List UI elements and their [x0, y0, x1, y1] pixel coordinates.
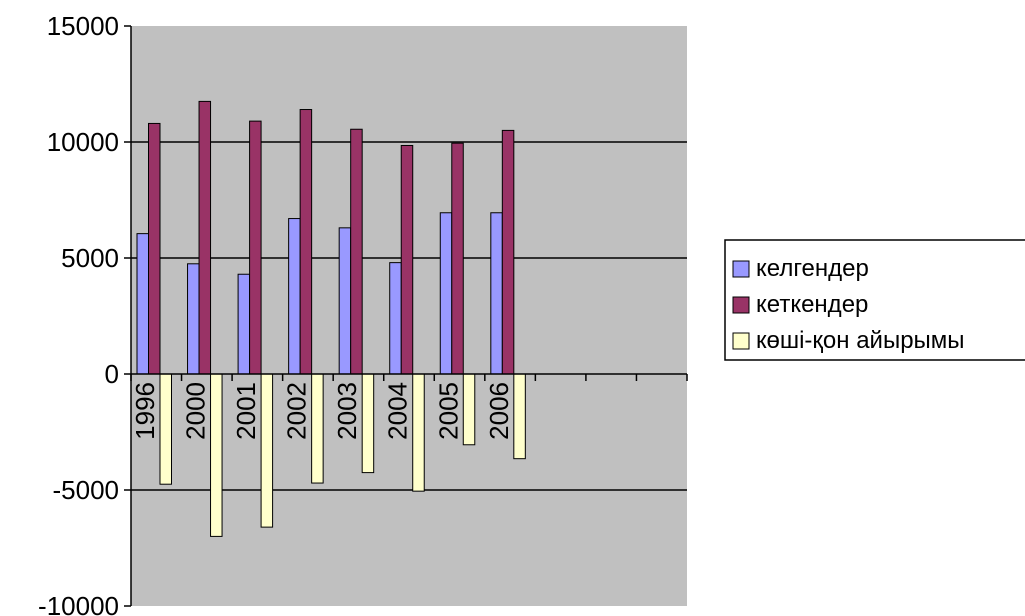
bar: [299, 109, 313, 375]
bar: [462, 373, 476, 446]
bar: [187, 263, 200, 375]
x-tick-label: 2002: [282, 382, 312, 440]
axes: [130, 26, 687, 606]
legend-box: [724, 239, 1025, 361]
bar: [451, 142, 464, 375]
x-tick-label: 2006: [484, 382, 514, 440]
bar: [490, 212, 503, 375]
y-tick-label: 15000: [47, 11, 119, 41]
bar: [260, 373, 274, 528]
y-tick-label: -5000: [53, 475, 120, 505]
bar: [389, 262, 402, 375]
legend-label: келгендер: [756, 255, 869, 282]
legend: келгендер кеткендер көші-қон айырымы: [724, 239, 1025, 361]
bar: [439, 212, 453, 375]
legend-swatch: [732, 332, 750, 350]
x-axis-ticks: 1996 2000 2001 2002 2003 2004 2005 2006: [130, 374, 688, 440]
bar: [249, 120, 262, 375]
legend-swatch: [732, 296, 750, 314]
bar: [350, 128, 363, 375]
x-tick-label: 1996: [130, 382, 160, 440]
bar: [210, 373, 223, 537]
y-tick-label: -10000: [38, 591, 119, 616]
bar: [513, 373, 526, 460]
y-axis-ticks: 15000 10000 5000 0 -5000 -10000: [38, 11, 131, 616]
x-tick-label: 2001: [231, 382, 261, 440]
legend-swatch: [732, 260, 750, 278]
bar: [237, 273, 251, 375]
legend-label: кеткендер: [756, 291, 868, 318]
bar: [338, 227, 352, 375]
x-tick-label: 2005: [433, 382, 463, 440]
bar: [412, 373, 425, 492]
y-tick-label: 10000: [47, 127, 119, 157]
legend-label: көші-қон айырымы: [756, 327, 965, 354]
bar: [501, 129, 515, 375]
bar: [136, 233, 149, 375]
x-tick-label: 2004: [383, 382, 413, 440]
bar: [400, 144, 414, 375]
bar: [198, 100, 212, 375]
bar: [311, 373, 324, 484]
bar: [148, 122, 161, 375]
bar: [288, 218, 301, 375]
bar: [361, 373, 375, 474]
bar: [159, 373, 172, 485]
y-tick-label: 0: [105, 359, 119, 389]
x-tick-label: 2003: [332, 382, 362, 440]
x-tick-label: 2000: [181, 382, 211, 440]
y-tick-label: 5000: [61, 243, 119, 273]
